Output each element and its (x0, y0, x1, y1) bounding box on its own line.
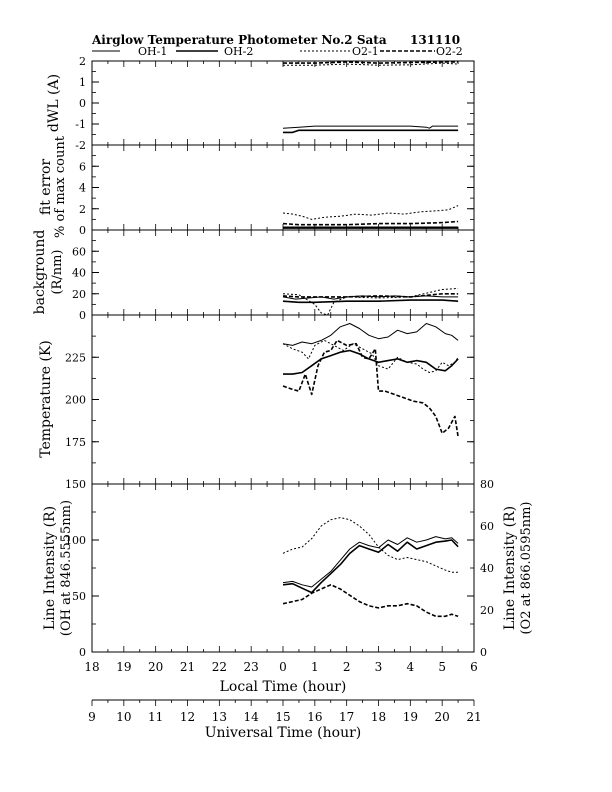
ytick-label: -1 (75, 118, 86, 131)
y2tick-label: 60 (480, 520, 494, 533)
ylabel-temperature: Temperature (K) (38, 340, 54, 458)
local-time-tick: 19 (116, 660, 131, 674)
y2label-line-intensity: Line Intensity (R) (502, 506, 518, 630)
panel-frame-temperature (91, 314, 475, 485)
ytick-label: 0 (79, 97, 86, 110)
ytick-label: 60 (72, 245, 86, 258)
universal-time-tick: 19 (403, 710, 418, 724)
local-time-label: Local Time (hour) (220, 679, 347, 695)
panel-frame-fit-error (91, 144, 475, 231)
ylabel2-background: (R/nm) (50, 249, 65, 294)
ytick-label: 40 (72, 267, 86, 280)
ytick-label: 4 (79, 182, 86, 195)
ytick-label: 200 (65, 394, 86, 407)
legend-label-oh-1: OH-1 (138, 45, 167, 58)
ytick-label: -2 (75, 139, 86, 152)
panel-frame-background (91, 229, 475, 316)
y2label2-line-intensity: (O2 at 866.0595nm) (519, 501, 534, 634)
ylabel-dwl: dWL (A) (46, 74, 62, 132)
series-line-intensity-oh-1 (282, 536, 459, 588)
series-temperature-oh-1 (282, 323, 459, 346)
legend-label-o2-1: O2-1 (352, 45, 379, 58)
series-line-intensity-o2-1 (282, 517, 459, 573)
series-dwl-oh-2 (283, 129, 459, 134)
local-time-tick: 4 (407, 660, 415, 674)
ytick-label: 50 (72, 590, 86, 603)
series-line-intensity-o2-2 (282, 583, 459, 618)
panel-temperature: 175 200 225 Temperature (K) (38, 314, 475, 485)
ylabel-line-intensity: Line Intensity (R) (42, 506, 58, 630)
panel-dwl: -2 -1 0 1 2 dWL (A) (46, 55, 475, 152)
series-line-intensity-oh-2 (282, 539, 459, 594)
y2tick-label: 40 (480, 562, 494, 575)
y2tick-label: 80 (480, 478, 494, 491)
series-temperature-o2-2 (282, 339, 459, 437)
universal-time-tick: 17 (339, 710, 354, 724)
ytick-label: 150 (65, 478, 86, 491)
ytick-label: 1 (79, 76, 86, 89)
ytick-label: 20 (72, 288, 86, 301)
local-time-tick: 2 (343, 660, 351, 674)
universal-time-tick: 10 (116, 710, 131, 724)
legend-label-o2-2: O2-2 (436, 45, 463, 58)
local-time-tick: 23 (244, 660, 259, 674)
date-code: 131110 (410, 33, 460, 47)
ytick-label: 6 (79, 160, 86, 173)
legend-label-oh-2: OH-2 (224, 45, 253, 58)
universal-time-tick: 11 (148, 710, 163, 724)
ylabel2-fit-error: % of max count (53, 135, 68, 238)
series-fit-error-o2-1 (282, 205, 459, 220)
legend: OH-1 OH-2 O2-1 O2-2 (92, 45, 463, 58)
figure-title: Airglow Temperature Photometer No.2 Sata (91, 33, 387, 47)
ytick-label: 0 (79, 646, 86, 659)
y2tick-label: 0 (480, 646, 487, 659)
series-fit-error-o2-2 (282, 220, 459, 226)
local-time-tick: 5 (438, 660, 446, 674)
ytick-label: 0 (79, 224, 86, 237)
local-time-tick: 21 (180, 660, 195, 674)
series-background-o2-2 (282, 292, 459, 298)
universal-time-label: Universal Time (hour) (205, 725, 362, 741)
ytick-label: 225 (65, 351, 86, 364)
y2tick-label: 20 (480, 604, 494, 617)
universal-time-tick: 18 (371, 710, 386, 724)
ytick-label: 2 (79, 55, 86, 68)
ylabel-fit-error: fit error (38, 159, 54, 216)
ylabel2-line-intensity: (OH at 846.5555nm) (59, 500, 74, 636)
universal-time-tick: 9 (88, 710, 96, 724)
ytick-label: 0 (79, 309, 86, 322)
universal-time-tick: 13 (212, 710, 227, 724)
series-background-oh-2 (282, 299, 459, 304)
ylabel-background: background (32, 230, 48, 315)
ytick-label: 2 (79, 203, 86, 216)
local-time-tick: 3 (375, 660, 383, 674)
universal-time-tick: 20 (435, 710, 450, 724)
panels: -2 -1 0 1 2 dWL (A) 0 2 4 6 fit error% of max coun… (32, 55, 534, 659)
universal-time-tick: 14 (244, 710, 260, 724)
universal-time-tick: 21 (466, 710, 481, 724)
panel-fit-error: 0 2 4 6 fit error% of max count (38, 135, 475, 238)
ytick-label: 175 (65, 436, 86, 449)
series-background-o2-1 (282, 287, 459, 316)
ytick-label: 100 (65, 534, 86, 547)
local-time-tick: 1 (311, 660, 319, 674)
local-time-tick: 0 (279, 660, 287, 674)
local-time-tick: 6 (470, 660, 478, 674)
series-dwl-o2-2 (283, 61, 459, 64)
series-dwl-oh-1 (282, 125, 459, 129)
series-temperature-o2-1 (282, 339, 459, 373)
series-temperature-oh-2 (283, 349, 459, 375)
panel-frame-line-intensity (91, 483, 475, 653)
local-time-tick: 18 (84, 660, 99, 674)
panel-background: 0 20 40 60 background (R/nm) (32, 229, 475, 322)
local-time-tick: 20 (148, 660, 163, 674)
universal-time-tick: 16 (307, 710, 322, 724)
local-time-tick: 22 (212, 660, 227, 674)
universal-time-tick: 12 (180, 710, 195, 724)
universal-time-tick: 15 (275, 710, 290, 724)
